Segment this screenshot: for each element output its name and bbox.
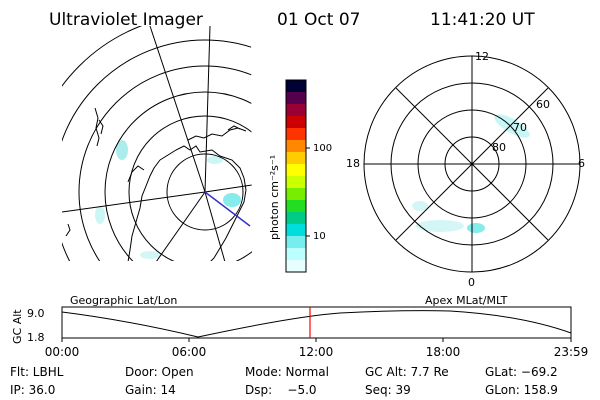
- longitude-line: [62, 191, 206, 213]
- longitude-line: [149, 26, 206, 193]
- geographic-map-panel: Geographic Lat/Lon: [62, 26, 252, 307]
- mlt-label-18: 18: [346, 157, 360, 170]
- time-tick-label: 23:59: [554, 345, 589, 359]
- status-footer: Flt: LBHL Door: Open Mode: Normal GC Alt…: [10, 365, 558, 397]
- colorbar-band: [286, 104, 306, 117]
- colorbar-band: [286, 152, 306, 165]
- mlt-label-6: 6: [578, 157, 585, 170]
- altitude-ylabel: GC Alt: [11, 309, 24, 344]
- time-label: 11:41:20 UT: [430, 10, 535, 30]
- aurora-emission: [140, 251, 160, 259]
- longitude-line: [204, 191, 226, 261]
- aurora-emission: [95, 206, 105, 224]
- longitude-line: [155, 191, 206, 261]
- status-door: Door: Open: [125, 365, 194, 379]
- magnetic-polar-panel: 12 0 18 6 60 70 80 Apex MLat/MLT: [346, 50, 585, 307]
- colorbar-band: [286, 260, 306, 273]
- latitude-circle: [128, 115, 252, 261]
- instrument-title: Ultraviolet Imager: [49, 10, 203, 30]
- aurora-emission: [223, 193, 241, 207]
- colorbar-band: [286, 92, 306, 105]
- colorbar-band: [286, 212, 306, 225]
- apex-caption: Apex MLat/MLT: [425, 294, 508, 307]
- colorbar-band: [286, 248, 306, 261]
- altitude-curve: [61, 310, 572, 338]
- status-ip: IP: 36.0: [10, 383, 55, 397]
- time-tick-label: 00:00: [45, 345, 80, 359]
- mlt-label-12: 12: [475, 50, 489, 63]
- colorbar-label: photon cm⁻²s⁻¹: [268, 155, 281, 240]
- altitude-ytick-bottom: 1.8: [27, 331, 45, 344]
- colorbar-tick-label: 100: [313, 143, 332, 154]
- colorbar-band: [286, 224, 306, 237]
- colorbar-band: [286, 116, 306, 129]
- colorbar: 100 10 photon cm⁻²s⁻¹: [268, 79, 332, 273]
- status-glon: GLon: 158.9: [485, 383, 558, 397]
- status-dsp: Dsp: −5.0: [245, 383, 317, 397]
- geographic-caption: Geographic Lat/Lon: [70, 294, 177, 307]
- status-mode: Mode: Normal: [245, 365, 329, 379]
- longitude-line: [204, 184, 252, 193]
- latitude-circle: [104, 91, 252, 261]
- latitude-circle: [166, 153, 244, 231]
- coastline: [65, 107, 104, 237]
- altitude-plot-frame: [61, 306, 572, 339]
- mlat-label-60: 60: [536, 98, 550, 111]
- mlat-label-70: 70: [513, 121, 527, 134]
- colorbar-band: [286, 188, 306, 201]
- aurora-emission: [412, 201, 428, 211]
- colorbar-band: [286, 200, 306, 213]
- status-gc-alt: GC Alt: 7.7 Re: [365, 365, 449, 379]
- status-gain: Gain: 14: [125, 383, 176, 397]
- aurora-emission: [467, 223, 485, 233]
- colorbar-band: [286, 80, 306, 93]
- latitude-circle: [78, 65, 252, 261]
- coastline: [127, 125, 249, 261]
- time-tick-label: 06:00: [172, 345, 207, 359]
- mlat-label-80: 80: [492, 141, 506, 154]
- status-glat: GLat: −69.2: [485, 365, 558, 379]
- longitude-line: [204, 26, 211, 193]
- colorbar-band: [286, 164, 306, 177]
- aurora-emission: [116, 140, 128, 160]
- status-filter: Flt: LBHL: [10, 365, 64, 379]
- colorbar-band: [286, 128, 306, 141]
- time-tick-label: 18:00: [426, 345, 461, 359]
- aurora-emission: [416, 220, 464, 232]
- colorbar-tick-label: 10: [313, 231, 326, 242]
- time-tick-label: 12:00: [299, 345, 334, 359]
- mlt-line: [395, 87, 549, 241]
- altitude-ytick-top: 9.0: [27, 307, 45, 320]
- status-seq: Seq: 39: [365, 383, 411, 397]
- colorbar-gradient: [286, 80, 306, 273]
- date-label: 01 Oct 07: [277, 10, 360, 30]
- header: Ultraviolet Imager 01 Oct 07 11:41:20 UT: [49, 10, 535, 30]
- colorbar-band: [286, 236, 306, 249]
- aurora-emission: [207, 156, 223, 164]
- satellite-track: [204, 191, 251, 227]
- colorbar-frame: [285, 79, 307, 273]
- altitude-strip: GC Alt 9.0 1.8 00:00 06:00 12:00 18:00 2…: [11, 306, 589, 359]
- colorbar-band: [286, 176, 306, 189]
- latitude-circle: [62, 39, 252, 261]
- mlt-label-0: 0: [468, 276, 475, 289]
- colorbar-band: [286, 140, 306, 153]
